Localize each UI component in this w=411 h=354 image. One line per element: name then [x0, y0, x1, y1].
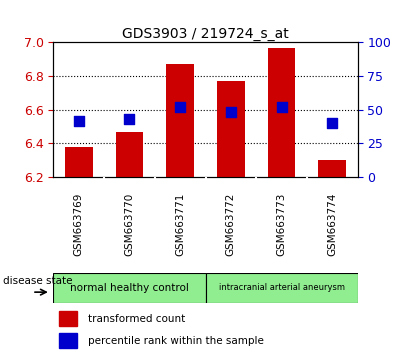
Point [228, 110, 234, 115]
Bar [65, 147, 93, 177]
Point [177, 104, 183, 110]
Bar [268, 47, 296, 177]
Bar [166, 64, 194, 177]
Bar [59, 311, 76, 326]
Text: GSM663774: GSM663774 [327, 193, 337, 257]
Text: normal healthy control: normal healthy control [70, 282, 189, 293]
Bar [115, 132, 143, 177]
Text: GSM663771: GSM663771 [175, 193, 185, 257]
Text: transformed count: transformed count [88, 314, 185, 324]
Title: GDS3903 / 219724_s_at: GDS3903 / 219724_s_at [122, 28, 289, 41]
Text: GSM663769: GSM663769 [74, 193, 84, 257]
Point [329, 120, 335, 126]
Point [126, 116, 133, 122]
Bar [59, 333, 76, 348]
Text: intracranial arterial aneurysm: intracranial arterial aneurysm [219, 283, 344, 292]
Text: GSM663773: GSM663773 [277, 193, 286, 257]
FancyBboxPatch shape [206, 273, 358, 303]
FancyBboxPatch shape [53, 273, 206, 303]
Text: disease state: disease state [2, 276, 72, 286]
Text: percentile rank within the sample: percentile rank within the sample [88, 336, 264, 346]
Text: GSM663772: GSM663772 [226, 193, 236, 257]
Point [76, 118, 82, 123]
Bar [318, 160, 346, 177]
Text: GSM663770: GSM663770 [125, 193, 134, 256]
Point [278, 104, 285, 110]
Bar [217, 81, 245, 177]
